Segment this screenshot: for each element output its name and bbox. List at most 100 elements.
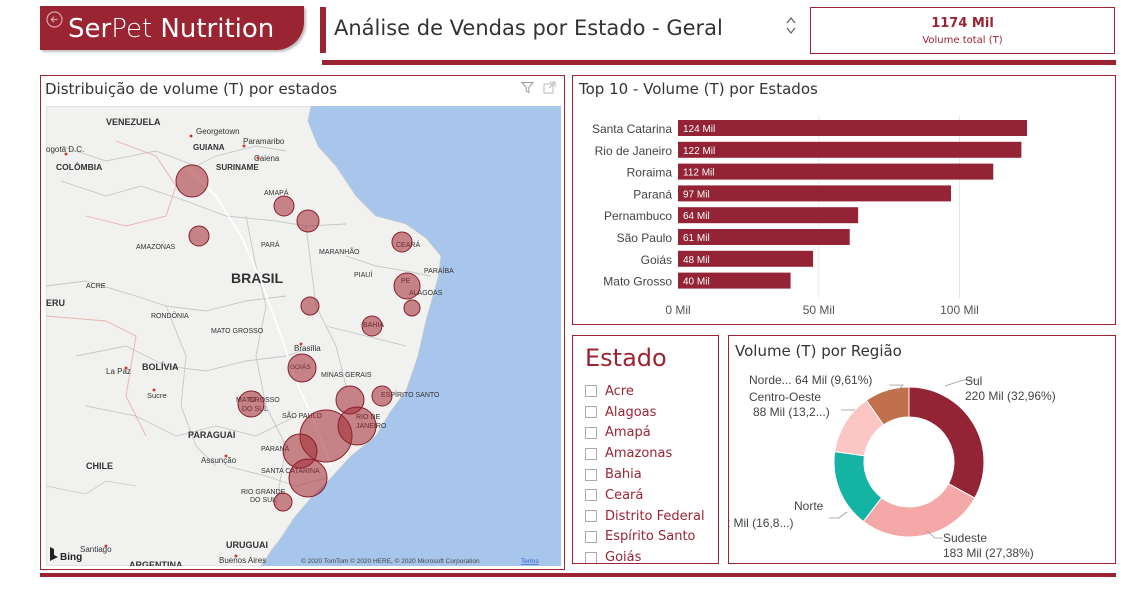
bar-data-label: 112 Mil (683, 168, 715, 179)
state-option-label: Ceará (605, 487, 644, 503)
bubble-rio-de-janeiro[interactable] (337, 406, 377, 446)
filter-icon[interactable] (521, 81, 534, 94)
map-label: PIAUÍ (354, 270, 372, 279)
map-label: La Paz (106, 367, 131, 376)
map-label: Brasília (294, 344, 321, 353)
map-label: RIO GRANDE (241, 489, 286, 496)
bar[interactable] (678, 185, 952, 202)
map-label: DO SUL (250, 497, 276, 504)
checkbox-icon[interactable] (585, 385, 597, 398)
bubble-goias[interactable] (287, 353, 317, 383)
state-option[interactable]: Amazonas (585, 443, 705, 464)
bar[interactable] (678, 272, 791, 289)
spinner-arrows-icon[interactable] (779, 10, 803, 40)
checkbox-icon[interactable] (585, 468, 597, 481)
focus-mode-icon[interactable] (543, 81, 556, 94)
donut-label-nordeste: Norde... 64 Mil (9,61%) (749, 373, 872, 387)
bar-data-label: 48 Mil (683, 255, 710, 266)
state-option-label: Amazonas (605, 446, 673, 462)
bubble-amazonas[interactable] (188, 225, 210, 247)
state-option[interactable]: Ceará (585, 485, 705, 506)
state-option[interactable]: Acre (585, 381, 705, 402)
checkbox-icon[interactable] (585, 489, 597, 502)
map-label: AMAZONAS (136, 244, 176, 251)
bubble-roraima[interactable] (175, 164, 209, 198)
map-label: Georgetown (196, 127, 240, 136)
bar[interactable] (678, 207, 859, 224)
map-label: PARAGUAI (188, 430, 235, 440)
bubble-pernambuco[interactable] (393, 272, 421, 300)
city-dots (64, 134, 303, 558)
donut-chart-panel: Volume (T) por Região Sul 220 Mil (32,96… (728, 335, 1116, 564)
svg-text:Bing: Bing (60, 552, 82, 563)
map-label: Sucre (147, 391, 167, 400)
donut-slice[interactable] (908, 386, 985, 499)
back-arrow-icon[interactable] (46, 11, 63, 28)
map-label: Assunção (201, 456, 237, 465)
bar[interactable] (678, 229, 850, 245)
state-option[interactable]: Amapá (585, 423, 705, 444)
donut-slice[interactable] (862, 482, 976, 538)
state-option[interactable]: Goiás (585, 547, 705, 564)
donut-label-sul-value: 220 Mil (32,96%) (965, 389, 1056, 403)
bar[interactable] (678, 141, 1022, 158)
bubble-alagoas[interactable] (403, 299, 421, 317)
state-option[interactable]: Alagoas (585, 402, 705, 423)
x-tick-label: 0 Mil (665, 303, 690, 317)
bar-category-label: Roraima (627, 166, 673, 180)
volume-bubbles[interactable] (175, 164, 421, 512)
state-option-label: Amapá (605, 425, 651, 441)
checkbox-icon[interactable] (585, 530, 597, 543)
map-terms-link[interactable]: Terms (521, 558, 539, 565)
checkbox-icon[interactable] (585, 426, 597, 439)
state-option-label: Goiás (605, 550, 642, 564)
donut-slice[interactable] (865, 386, 910, 426)
x-tick-label: 100 Mil (940, 303, 979, 317)
donut-label-sul-name: Sul (965, 374, 982, 388)
map-label: ALAGOAS (409, 290, 443, 297)
map-label: PARANÁ (261, 444, 290, 453)
bubble-amapa[interactable] (273, 195, 295, 217)
bar[interactable] (678, 163, 994, 180)
bubble-rio-grande-sul[interactable] (273, 492, 293, 512)
donut-label-sudeste-value: 183 Mil (27,38%) (943, 546, 1034, 560)
bar-category-label: Santa Catarina (592, 122, 672, 136)
map-label: SURINAME (216, 163, 259, 172)
bing-logo: Bing (50, 547, 82, 563)
state-option[interactable]: Distrito Federal (585, 506, 705, 527)
bubble-ceara[interactable] (391, 231, 413, 253)
checkbox-icon[interactable] (585, 510, 597, 523)
state-option[interactable]: Bahia (585, 464, 705, 485)
bar-category-label: Mato Grosso (603, 275, 672, 289)
map-label: Buenos Aires (219, 556, 266, 565)
checkbox-icon[interactable] (585, 406, 597, 419)
bar-data-label: 97 Mil (683, 189, 710, 200)
map-label: Paramaribo (243, 137, 285, 146)
checkbox-icon[interactable] (585, 551, 597, 563)
map-label: PARAÍBA (424, 266, 454, 275)
bar-category-label: Paraná (633, 187, 672, 201)
state-option-label: Alagoas (605, 404, 657, 420)
bubble-santa-catarina[interactable] (288, 458, 328, 498)
bar-category-label: Goiás (641, 253, 672, 267)
map-panel: Distribuição de volume (T) por estados (40, 75, 565, 570)
bubble-espirito-santo[interactable] (371, 385, 393, 407)
bar-category-label: São Paulo (617, 231, 673, 245)
bar[interactable] (678, 120, 1028, 136)
checkbox-icon[interactable] (585, 447, 597, 460)
bubble-bahia[interactable] (361, 315, 383, 337)
bubble-tocantins[interactable] (300, 296, 320, 316)
bar-data-label: 40 Mil (683, 277, 710, 288)
map-label: ESPÍRITO SANTO (381, 390, 440, 399)
state-option-label: Distrito Federal (605, 508, 705, 524)
state-option-label: Espírito Santo (605, 529, 696, 545)
bar[interactable] (678, 250, 814, 267)
map-label: COLÔMBIA (56, 161, 102, 172)
bubble-para[interactable] (296, 209, 320, 233)
bar-data-label: 122 Mil (683, 146, 715, 157)
state-option[interactable]: Espírito Santo (585, 527, 705, 548)
donut-chart: Sul 220 Mil (32,96%) Norde... 64 Mil (9,… (729, 373, 1056, 560)
bubble-mato-grosso-sul[interactable] (237, 390, 265, 418)
header-divider (322, 60, 1116, 65)
map-canvas[interactable]: VENEZUELA Georgetown Paramaribo ogotá D.… (46, 106, 561, 566)
